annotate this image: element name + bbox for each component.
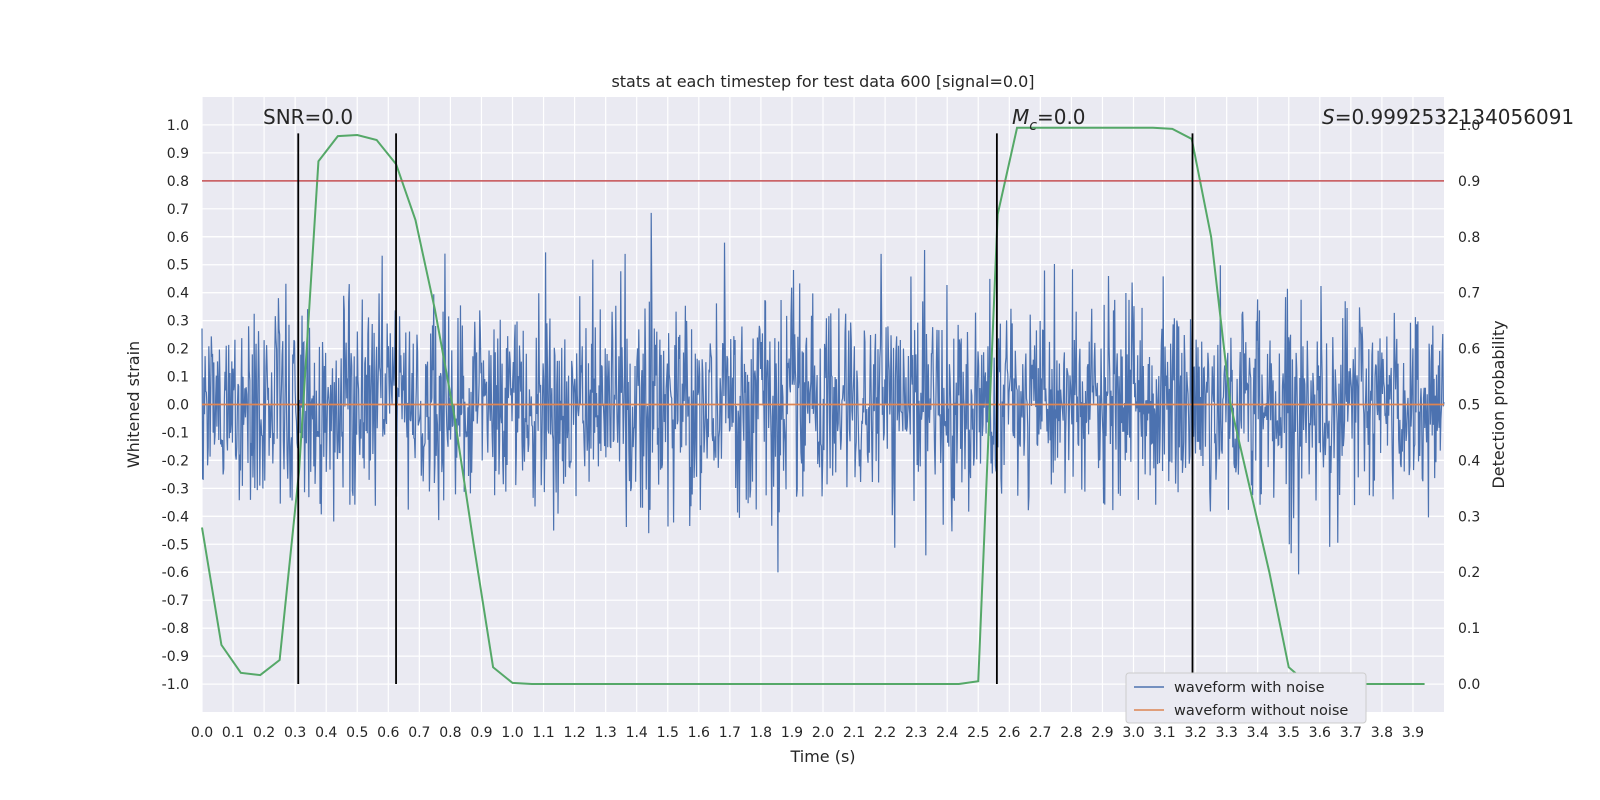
detection-probability-line xyxy=(201,126,1425,686)
s-annotation: S=0.9992532134056091 xyxy=(1322,105,1574,129)
y-tick-label: -0.9 xyxy=(162,649,189,665)
x-tick-label: 0.9 xyxy=(470,725,492,741)
y-tick-label: 0.8 xyxy=(167,174,189,190)
legend-box xyxy=(1125,672,1367,724)
y-tick-label: -0.1 xyxy=(162,425,189,441)
x-tick-label: 0.4 xyxy=(315,725,337,741)
mc-subscript: c xyxy=(1029,118,1037,134)
x-tick-label: 3.4 xyxy=(1247,725,1269,741)
x-tick-label: 3.6 xyxy=(1309,725,1331,741)
x-tick-label: 1.5 xyxy=(657,725,679,741)
noise-waveform-path xyxy=(201,212,1445,575)
y2-tick-label: 0.4 xyxy=(1458,453,1480,469)
y2-tick-labels: 1.0 0.9 0.8 0.7 0.6 0.5 0.4 0.3 0.2 0.1 0.0 xyxy=(1458,118,1480,693)
y-tick-label: 0.3 xyxy=(167,314,189,330)
x-tick-label: 3.1 xyxy=(1153,725,1175,741)
y2-tick-label: 0.5 xyxy=(1458,398,1480,414)
x-tick-label: 3.7 xyxy=(1340,725,1362,741)
mc-value: =0.0 xyxy=(1037,105,1086,129)
chart-title: stats at each timestep for test data 600… xyxy=(611,72,1034,91)
mc-annotation: Mc=0.0 xyxy=(1012,105,1086,134)
x-tick-label: 3.9 xyxy=(1402,725,1424,741)
snr-annotation: SNR=0.0 xyxy=(263,105,353,129)
y-tick-label: 0.7 xyxy=(167,202,189,218)
series-lines xyxy=(201,126,1444,686)
x-tick-label: 1.2 xyxy=(563,725,585,741)
y-tick-label: 0.9 xyxy=(167,146,189,162)
y-tick-label: 0.2 xyxy=(167,342,189,358)
y-tick-label: 0.5 xyxy=(167,258,189,274)
y-tick-label: 0.1 xyxy=(167,370,189,386)
y-tick-label: 1.0 xyxy=(167,118,189,134)
x-tick-label: 2.4 xyxy=(936,725,958,741)
x-tick-label: 1.8 xyxy=(750,725,772,741)
x-tick-label: 2.7 xyxy=(1029,725,1051,741)
y-tick-label: 0.4 xyxy=(167,286,189,302)
y2-tick-label: 0.9 xyxy=(1458,174,1480,190)
x-tick-label: 0.7 xyxy=(408,725,430,741)
x-tick-label: 0.5 xyxy=(346,725,368,741)
y2-tick-label: 0.7 xyxy=(1458,286,1480,302)
y-tick-label: -0.7 xyxy=(162,593,189,609)
x-tick-label: 2.8 xyxy=(1060,725,1082,741)
y2-tick-label: 0.1 xyxy=(1458,621,1480,637)
noise-waveform xyxy=(201,212,1445,575)
x-tick-label: 3.8 xyxy=(1371,725,1393,741)
x-tick-labels: 0.0 0.1 0.2 0.3 0.4 0.5 0.6 0.7 0.8 0.9 1.0 1.1 1.2 1… xyxy=(191,725,1424,741)
x-tick-label: 1.4 xyxy=(626,725,648,741)
y-axis-label: Whitened strain xyxy=(124,341,143,468)
x-tick-label: 1.0 xyxy=(501,725,523,741)
x-tick-label: 2.3 xyxy=(905,725,927,741)
x-tick-label: 3.2 xyxy=(1184,725,1206,741)
legend-label-clean: waveform without noise xyxy=(1174,703,1348,719)
x-axis-label: Time (s) xyxy=(789,747,855,766)
x-tick-label: 1.6 xyxy=(688,725,710,741)
x-tick-label: 1.1 xyxy=(532,725,554,741)
x-tick-label: 2.2 xyxy=(874,725,896,741)
x-tick-label: 1.7 xyxy=(719,725,741,741)
y-tick-label: 0.6 xyxy=(167,230,189,246)
s-symbol: S xyxy=(1322,105,1335,129)
x-tick-label: 3.5 xyxy=(1278,725,1300,741)
y2-axis-label: Detection probability xyxy=(1489,320,1508,488)
y2-tick-label: 0.8 xyxy=(1458,230,1480,246)
x-tick-label: 1.3 xyxy=(595,725,617,741)
x-tick-label: 2.1 xyxy=(843,725,865,741)
y2-tick-label: 1.0 xyxy=(1458,118,1480,134)
x-tick-label: 3.0 xyxy=(1122,725,1144,741)
y2-tick-label: 0.2 xyxy=(1458,565,1480,581)
y2-tick-label: 0.0 xyxy=(1458,677,1480,693)
s-value: =0.9992532134056091 xyxy=(1335,105,1574,129)
y-tick-label: -0.5 xyxy=(162,537,189,553)
x-tick-label: 0.0 xyxy=(191,725,213,741)
y-tick-label: -1.0 xyxy=(162,677,189,693)
legend-label-noise: waveform with noise xyxy=(1174,680,1325,696)
x-tick-label: 3.3 xyxy=(1216,725,1238,741)
x-tick-label: 0.2 xyxy=(253,725,275,741)
x-tick-label: 0.3 xyxy=(284,725,306,741)
x-tick-label: 1.9 xyxy=(781,725,803,741)
y-tick-label: -0.3 xyxy=(162,481,189,497)
y-tick-label: -0.4 xyxy=(162,509,189,525)
legend: waveform with noise waveform without noi… xyxy=(1125,672,1367,724)
x-tick-label: 2.9 xyxy=(1091,725,1113,741)
y-tick-labels: 1.0 0.9 0.8 0.7 0.6 0.5 0.4 0.3 0.2 0.1 0.0 -0.1 -0.… xyxy=(162,118,189,693)
y-tick-label: 0.0 xyxy=(167,398,189,414)
x-tick-label: 2.0 xyxy=(812,725,834,741)
y-tick-label: -0.8 xyxy=(162,621,189,637)
x-tick-label: 0.6 xyxy=(377,725,399,741)
y-tick-label: -0.6 xyxy=(162,565,189,581)
x-tick-label: 2.6 xyxy=(998,725,1020,741)
y2-tick-label: 0.6 xyxy=(1458,342,1480,358)
x-tick-label: 0.1 xyxy=(222,725,244,741)
y-tick-label: -0.2 xyxy=(162,453,189,469)
y2-tick-label: 0.3 xyxy=(1458,509,1480,525)
x-tick-label: 0.8 xyxy=(439,725,461,741)
mc-symbol: M xyxy=(1012,105,1029,129)
x-tick-label: 2.5 xyxy=(967,725,989,741)
